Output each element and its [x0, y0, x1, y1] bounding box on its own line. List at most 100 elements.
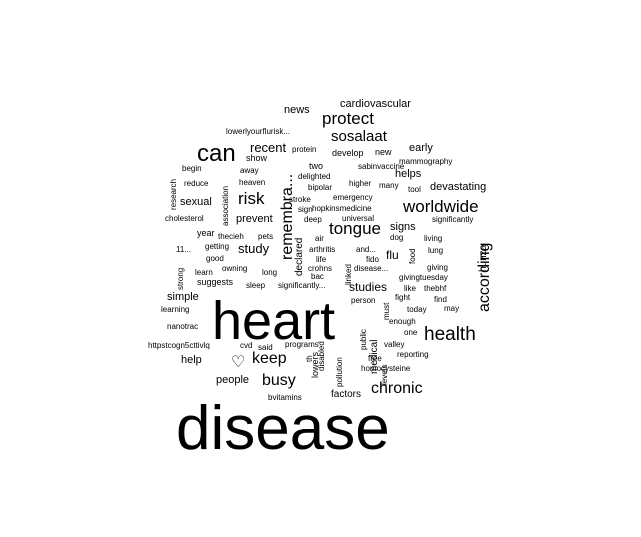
word-cloud-word: mammography: [399, 157, 453, 166]
word-cloud-word: bvitamins: [268, 393, 302, 402]
word-cloud-word: show: [246, 153, 268, 163]
word-cloud-word: like: [404, 284, 417, 293]
word-cloud-word: two: [309, 161, 324, 171]
word-cloud-word: early: [409, 142, 433, 154]
word-cloud-word: fido: [366, 255, 379, 264]
word-cloud-word: higher: [349, 179, 372, 188]
word-cloud-word: away: [240, 166, 259, 175]
word-cloud-word: learn: [195, 268, 213, 277]
word-cloud-word: begin: [182, 164, 202, 173]
word-cloud-word: cholesterol: [165, 214, 204, 223]
word-cloud-word: arthritis: [309, 245, 336, 254]
word-cloud-word: study: [238, 241, 270, 256]
word-cloud-word: devastating: [430, 181, 487, 193]
word-cloud-word: people: [216, 374, 250, 386]
word-cloud-word: risk: [238, 189, 265, 208]
heart-outline-icon: ♡: [231, 354, 246, 371]
word-cloud-word: help: [181, 354, 202, 366]
word-cloud-word: disease...: [354, 264, 389, 273]
word-cloud-word: may: [444, 304, 460, 313]
word-cloud-word: disease: [176, 394, 390, 463]
word-cloud-word: deep: [304, 215, 322, 224]
word-cloud-word: thebhf: [424, 284, 447, 293]
word-cloud-word: givingtuesday: [399, 273, 448, 282]
word-cloud-word: can: [197, 140, 236, 167]
word-cloud-word: heart: [212, 291, 336, 351]
word-cloud-word: httpstcogn5cttivlq: [148, 341, 210, 350]
word-cloud-word: cardiovascular: [340, 98, 411, 110]
word-cloud-word: learning: [161, 305, 190, 314]
word-cloud-word: reduce: [184, 179, 209, 188]
word-cloud-word: programs: [285, 340, 319, 349]
word-cloud-word: busy: [262, 372, 296, 389]
word-cloud-word: find: [434, 295, 447, 304]
word-cloud-word: reporting: [397, 350, 429, 359]
word-cloud-word: keep: [252, 350, 287, 367]
word-cloud-word: levels: [380, 364, 389, 385]
word-cloud-word: many: [379, 181, 399, 190]
word-cloud-word: one: [404, 328, 418, 337]
word-cloud-word: dog: [390, 233, 404, 242]
word-cloud-word: bipolar: [308, 183, 333, 192]
word-cloud-word: good: [206, 254, 224, 263]
word-cloud-word: cvd: [240, 341, 253, 350]
word-cloud-word: universal: [342, 214, 375, 223]
word-cloud-word: emergency: [333, 193, 373, 202]
word-cloud-word: sexual: [180, 196, 212, 208]
word-cloud-word: person: [351, 296, 376, 305]
word-cloud-word: flu: [386, 248, 399, 262]
word-cloud-word: association: [221, 185, 230, 226]
word-cloud-word: must: [382, 302, 391, 320]
word-cloud-word: th: [305, 355, 314, 362]
word-cloud-word: sabinvaccine: [358, 162, 405, 171]
word-cloud-word: crohns: [308, 264, 333, 273]
word-cloud-word: long: [262, 268, 278, 277]
word-cloud-word: chronic: [371, 380, 423, 397]
word-cloud-word: sleep: [246, 281, 266, 290]
word-cloud-word: year: [197, 228, 215, 238]
word-cloud-word: suggests: [197, 277, 234, 287]
word-cloud-word: bac: [311, 272, 324, 281]
word-cloud-word: nanotrac: [167, 322, 199, 331]
word-cloud-word: lung: [428, 246, 444, 255]
word-cloud-word: significantly: [432, 215, 474, 224]
word-cloud-word: develop: [332, 148, 364, 158]
word-cloud-word: food: [408, 248, 417, 264]
word-cloud-word: fight: [395, 293, 411, 302]
word-cloud-word: prevent: [236, 213, 273, 225]
word-cloud-word: heaven: [239, 178, 266, 187]
word-cloud-word: helps: [395, 168, 422, 180]
word-cloud-word: worldwide: [403, 197, 479, 216]
word-cloud-word: disabled: [317, 341, 326, 371]
word-cloud-word: tongue: [329, 219, 381, 238]
word-cloud-word: getting: [205, 242, 230, 251]
word-cloud-word: pets: [258, 232, 274, 241]
word-cloud-word: factors: [331, 389, 362, 400]
word-cloud-word: new: [375, 147, 392, 157]
word-cloud-word: valley: [384, 340, 405, 349]
word-cloud-word: simple: [167, 291, 199, 303]
word-cloud-word: enough: [389, 317, 416, 326]
word-cloud-word: owning: [222, 264, 248, 273]
word-cloud-word: health: [424, 324, 476, 345]
word-cloud-word: research: [169, 178, 178, 210]
word-cloud-word: declared: [294, 237, 305, 276]
word-cloud-word: sosalaat: [331, 128, 387, 145]
word-cloud-word: said: [258, 343, 273, 352]
word-cloud-word: delighted: [298, 172, 331, 181]
word-cloud-word: protein: [292, 145, 317, 154]
word-cloud-word: hopkinsmedicine: [312, 204, 372, 213]
word-cloud-word: significantly...: [278, 281, 326, 290]
word-cloud-word: sign: [298, 205, 313, 214]
word-cloud-word: strong: [176, 267, 185, 290]
word-cloud-word: air: [315, 234, 324, 243]
word-cloud-word: pollution: [335, 357, 344, 387]
word-cloud-word: and...: [356, 245, 377, 254]
word-cloud-word: 11...: [176, 245, 191, 254]
word-cloud-word: hunza: [478, 244, 489, 272]
word-cloud-word: lowerlyourflurisk...: [226, 127, 291, 136]
word-cloud-word: recent: [250, 140, 287, 155]
word-cloud-word: tool: [408, 185, 421, 194]
word-cloud-word: thecieh: [218, 232, 244, 241]
